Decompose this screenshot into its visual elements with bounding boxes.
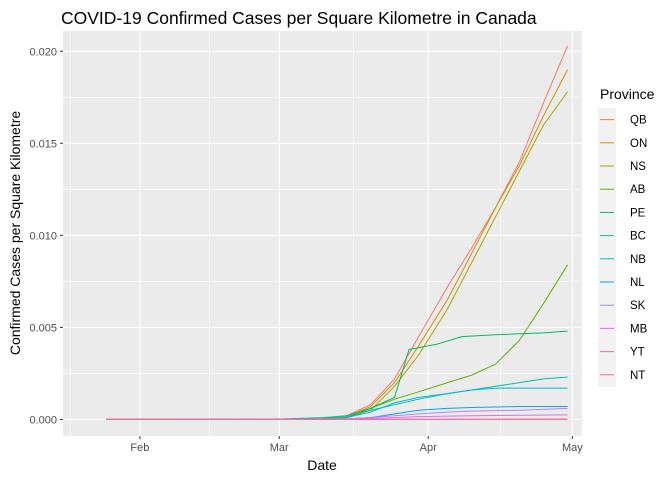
legend-label: AB — [630, 184, 646, 196]
y-axis: 0.000 0.005 0.010 0.015 0.020 — [29, 46, 63, 426]
legend: Province QB ON NS AB PE BC NB NL SK MB YT NT — [598, 86, 655, 387]
x-axis: Feb Mar Apr May — [130, 436, 583, 454]
y-tick-label: 0.000 — [29, 414, 57, 426]
legend-label: NT — [630, 370, 645, 382]
legend-label: SK — [630, 300, 646, 312]
legend-label: MB — [630, 323, 648, 335]
legend-label: NB — [630, 254, 646, 266]
legend-label: QB — [630, 115, 647, 127]
legend-label: PE — [630, 207, 646, 219]
series-line-bc — [106, 376, 568, 420]
legend-label: NS — [630, 161, 646, 173]
y-axis-title: Confirmed Cases per Square Kilometre — [7, 111, 23, 356]
x-tick-label: May — [562, 442, 583, 454]
legend-label: BC — [630, 231, 646, 243]
y-tick-label: 0.020 — [29, 46, 57, 58]
x-tick-label: Feb — [130, 442, 149, 454]
legend-label: NL — [630, 277, 645, 289]
series-lines — [106, 45, 569, 420]
legend-title: Province — [600, 86, 655, 102]
x-axis-title: Date — [307, 457, 337, 473]
x-tick-label: Mar — [270, 442, 289, 454]
y-tick-label: 0.005 — [29, 322, 57, 334]
plot-panel — [63, 31, 582, 436]
legend-label: YT — [630, 347, 645, 359]
x-tick-label: Apr — [420, 442, 437, 454]
legend-key-background — [598, 108, 616, 387]
y-tick-label: 0.015 — [29, 138, 57, 150]
chart-title: COVID-19 Confirmed Cases per Square Kilo… — [61, 8, 537, 28]
legend-label: ON — [630, 138, 647, 150]
y-tick-label: 0.010 — [29, 230, 57, 242]
